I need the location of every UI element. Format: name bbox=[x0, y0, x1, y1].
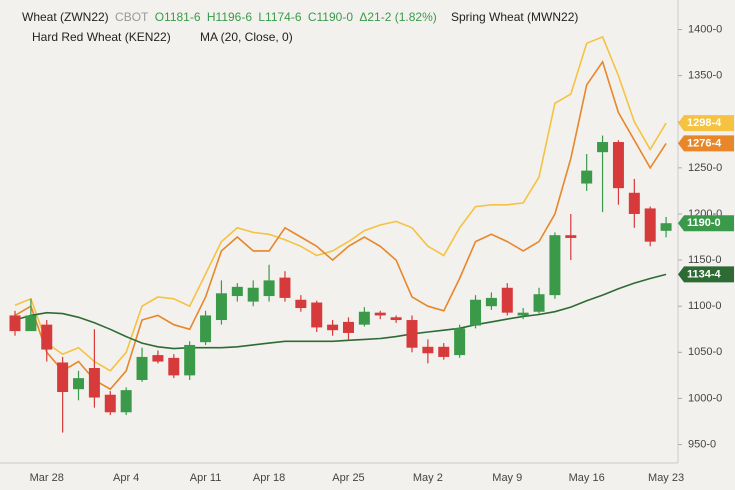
y-tick-label: 1000-0 bbox=[688, 392, 722, 404]
candle-body bbox=[533, 294, 545, 312]
price-tag-label: 1298-4 bbox=[687, 117, 722, 129]
x-tick-label: May 16 bbox=[569, 472, 605, 484]
candle-body bbox=[311, 302, 323, 328]
candle-body bbox=[25, 315, 37, 332]
candle-body bbox=[597, 142, 609, 153]
x-tick-label: Apr 11 bbox=[190, 472, 222, 484]
candle-body bbox=[263, 280, 275, 297]
candle-body bbox=[120, 390, 132, 413]
y-tick-label: 1150-0 bbox=[688, 254, 721, 266]
candle-body bbox=[342, 321, 354, 333]
x-tick-label: Mar 28 bbox=[30, 472, 64, 484]
candle-body bbox=[104, 394, 116, 413]
legend-entry: Hard Red Wheat (KEN22) bbox=[32, 30, 171, 44]
candle-body bbox=[660, 223, 672, 231]
candle-body bbox=[485, 297, 497, 307]
quote: L1174-6 bbox=[258, 10, 302, 24]
x-tick-label: May 2 bbox=[413, 472, 443, 484]
candle-body bbox=[247, 287, 259, 302]
candle-body bbox=[374, 312, 386, 316]
x-tick-label: Apr 25 bbox=[332, 472, 364, 484]
price-tag-label: 1276-4 bbox=[687, 137, 722, 149]
y-tick-label: 1250-0 bbox=[688, 162, 722, 174]
price-tag bbox=[678, 115, 734, 132]
candle-body bbox=[231, 286, 243, 297]
x-tick-label: May 23 bbox=[648, 472, 684, 484]
candle-body bbox=[184, 344, 196, 376]
candle-body bbox=[327, 324, 339, 331]
price-tag-label: 1190-0 bbox=[687, 217, 721, 229]
title: Wheat (ZWN22) bbox=[22, 10, 109, 24]
quote: C1190-0 bbox=[307, 10, 353, 24]
candle-body bbox=[422, 346, 434, 354]
price-tag bbox=[678, 135, 734, 152]
price-tag-label: 1134-4 bbox=[687, 268, 722, 280]
candle-body bbox=[644, 208, 656, 242]
candle-body bbox=[215, 293, 227, 321]
candle-body bbox=[136, 356, 148, 380]
candle-body bbox=[73, 378, 85, 390]
candle-body bbox=[438, 346, 450, 357]
candle-body bbox=[200, 315, 212, 343]
y-tick-label: 950-0 bbox=[688, 438, 716, 450]
candle-body bbox=[406, 320, 418, 348]
x-tick-label: May 9 bbox=[492, 472, 522, 484]
candle-body bbox=[168, 357, 180, 376]
candle-body bbox=[565, 235, 577, 238]
candle-body bbox=[152, 355, 164, 362]
candle-body bbox=[454, 328, 466, 356]
line-series bbox=[14, 273, 667, 350]
y-tick-label: 1350-0 bbox=[688, 70, 722, 82]
candle-body bbox=[57, 362, 69, 392]
line-series bbox=[14, 59, 667, 391]
candle-body bbox=[501, 287, 513, 313]
y-tick-label: 1100-0 bbox=[688, 300, 721, 312]
candle-body bbox=[279, 277, 291, 298]
price-tag bbox=[678, 266, 734, 283]
legend-entry: MA (20, Close, 0) bbox=[200, 30, 293, 44]
y-tick-label: 1050-0 bbox=[688, 346, 722, 358]
x-tick-label: Apr 4 bbox=[113, 472, 139, 484]
price-tag bbox=[678, 215, 734, 232]
candle-body bbox=[9, 315, 21, 332]
legend-entry: Spring Wheat (MWN22) bbox=[451, 10, 579, 24]
candle-body bbox=[358, 311, 370, 325]
quote: O1181-6 bbox=[154, 10, 201, 24]
quote: H1196-6 bbox=[206, 10, 253, 24]
candle-body bbox=[390, 317, 402, 321]
change: Δ21-2 (1.82%) bbox=[359, 10, 437, 24]
candle-body bbox=[88, 368, 100, 398]
candle-body bbox=[628, 192, 640, 214]
exchange: CBOT bbox=[115, 10, 149, 24]
x-tick-label: Apr 18 bbox=[253, 472, 285, 484]
candle-body bbox=[41, 324, 53, 350]
candle-body bbox=[581, 170, 593, 184]
candle-body bbox=[549, 235, 561, 296]
line-series bbox=[14, 35, 667, 372]
candle-body bbox=[295, 299, 307, 309]
header-line: Wheat (ZWN22) CBOT O1181-6 H1196-6 L1174… bbox=[22, 10, 440, 24]
y-tick-label: 1400-0 bbox=[688, 23, 722, 35]
candle-body bbox=[612, 142, 624, 189]
candle-body bbox=[470, 299, 482, 326]
candle-body bbox=[517, 312, 529, 316]
